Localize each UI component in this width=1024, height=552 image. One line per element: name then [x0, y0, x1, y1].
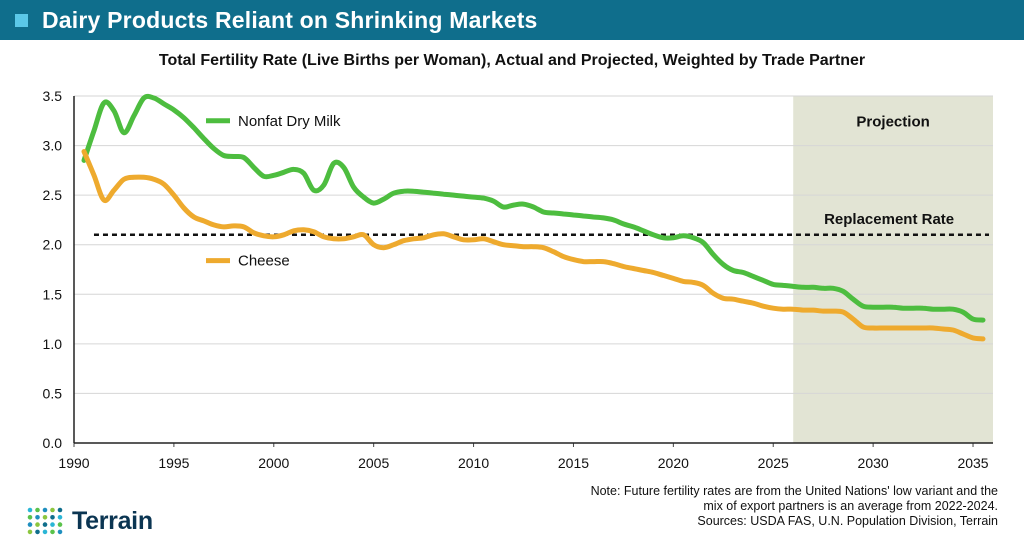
logo-dot — [42, 515, 48, 520]
logo-dot — [50, 515, 55, 520]
logo-dot — [50, 529, 55, 535]
logo-dot — [27, 529, 33, 535]
logo-dot — [27, 515, 33, 520]
chart-note: Note: Future fertility rates are from th… — [438, 484, 998, 529]
x-tick-label: 2005 — [358, 455, 389, 471]
y-tick-label: 0.5 — [43, 385, 63, 401]
logo-dot — [42, 529, 48, 535]
logo-dot — [42, 507, 48, 513]
x-tick-label: 2025 — [758, 455, 789, 471]
cheese-line — [81, 149, 986, 342]
y-tick-label: 1.5 — [43, 286, 63, 302]
y-tick-label: 2.5 — [43, 187, 63, 203]
y-tick-label: 2.0 — [43, 237, 63, 253]
y-tick-label: 3.5 — [43, 88, 63, 104]
projection-label: Projection — [856, 114, 929, 131]
terrain-dots-icon — [27, 507, 63, 535]
logo-wordmark: Terrain — [72, 506, 153, 535]
note-line-2: mix of export partners is an average fro… — [703, 499, 998, 513]
logo-dot — [42, 522, 48, 527]
x-tick-label: 2030 — [858, 455, 889, 471]
x-tick-label: 2020 — [658, 455, 689, 471]
chart-title: Total Fertility Rate (Live Births per Wo… — [158, 52, 866, 69]
replacement-rate-label: Replacement Rate — [824, 211, 954, 228]
legend-cheese-label: Cheese — [238, 253, 290, 270]
logo-dot — [50, 507, 55, 513]
logo-dot — [35, 507, 40, 513]
logo-dot — [50, 522, 55, 527]
x-tick-label: 2000 — [258, 455, 289, 471]
logo-dot — [57, 522, 63, 527]
logo-dot — [27, 522, 33, 527]
legend-nonfat-dry-milk-label: Nonfat Dry Milk — [238, 113, 341, 130]
logo-dot — [35, 522, 40, 527]
x-tick-label: 1995 — [158, 455, 189, 471]
y-tick-label: 1.0 — [43, 336, 63, 352]
logo-dot — [57, 507, 63, 513]
logo-dot — [35, 529, 40, 535]
logo-dot — [27, 507, 33, 513]
nonfat-dry-milk-line — [81, 93, 986, 323]
header-square-icon — [15, 13, 28, 27]
page-title: Dairy Products Reliant on Shrinking Mark… — [42, 6, 538, 33]
logo-dot — [57, 529, 63, 535]
x-tick-label: 2010 — [458, 455, 489, 471]
y-tick-label: 3.0 — [43, 138, 63, 154]
note-line-1: Note: Future fertility rates are from th… — [590, 484, 998, 498]
x-tick-label: 2035 — [957, 455, 988, 471]
x-tick-label: 2015 — [558, 455, 589, 471]
logo-dot — [57, 515, 63, 520]
projection-region — [793, 96, 993, 443]
x-tick-label: 1990 — [58, 455, 89, 471]
note-line-3: Sources: USDA FAS, U.N. Population Divis… — [697, 514, 998, 528]
logo-dot — [35, 515, 40, 520]
terrain-logo: Terrain — [26, 506, 153, 536]
y-tick-label: 0.0 — [43, 435, 63, 451]
header-banner: Dairy Products Reliant on Shrinking Mark… — [0, 0, 1024, 40]
